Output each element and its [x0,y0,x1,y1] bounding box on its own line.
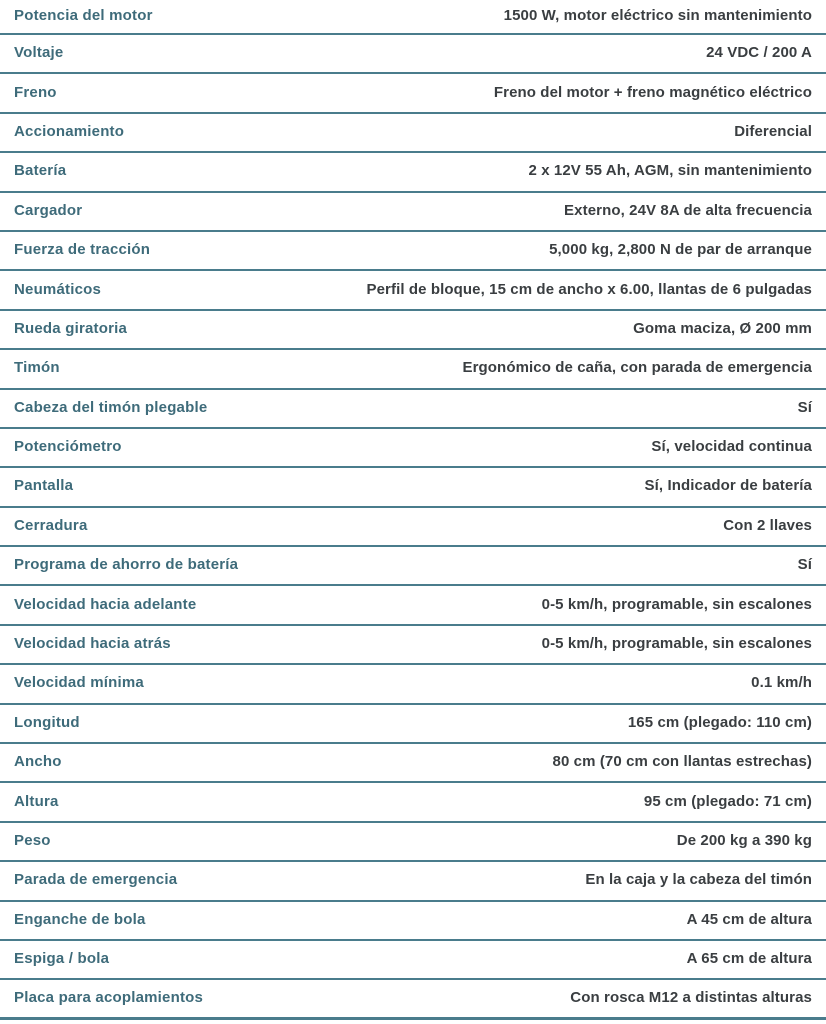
spec-row: Parada de emergencia En la caja y la cabe… [0,862,826,902]
spec-value: Sí [797,556,812,574]
spec-label: Enganche de bola [14,910,146,928]
spec-row: Enganche de bola A 45 cm de altura [0,902,826,941]
spec-label: Placa para acoplamientos [14,989,204,1007]
spec-label: Longitud [14,713,80,731]
spec-value: 0.1 km/h [751,674,812,692]
spec-row: Longitud 165 cm (plegado: 110 cm) [0,705,826,745]
spec-value: 24 VDC / 200 A [706,44,812,62]
spec-label: Velocidad hacia adelante [14,595,197,613]
spec-label: Programa de ahorro de batería [14,556,239,574]
spec-value: 0-5 km/h, programable, sin escalones [541,595,812,613]
spec-row: Velocidad hacia atrás 0-5 km/h, programab… [0,626,826,666]
spec-label: Pantalla [14,477,74,495]
spec-label: Altura [14,792,59,810]
spec-label: Velocidad mínima [14,674,144,692]
spec-row: Accionamiento Diferencial [0,114,826,154]
spec-label: Velocidad hacia atrás [14,635,171,653]
spec-row: Cargador Externo, 24V 8A de alta frecuenc… [0,193,826,232]
spec-label: Neumáticos [14,280,102,298]
spec-label: Espiga / bola [14,950,110,968]
spec-row: Placa para acoplamientos Con rosca M12 a … [0,980,826,1020]
spec-row: Batería 2 x 12V 55 Ah, AGM, sin mantenimi… [0,153,826,193]
spec-value: 5,000 kg, 2,800 N de par de arranque [549,241,812,259]
spec-row: Programa de ahorro de batería Sí [0,547,826,587]
spec-label: Batería [14,162,67,180]
spec-row: Peso De 200 kg a 390 kg [0,823,826,863]
spec-row: Cerradura Con 2 llaves [0,508,826,548]
spec-label: Peso [14,832,51,849]
spec-row: Velocidad hacia adelante 0-5 km/h, progra… [0,586,826,626]
spec-label: Parada de emergencia [14,871,178,889]
spec-row: Ancho 80 cm (70 cm con llantas estrechas) [0,744,826,784]
spec-row: Pantalla Sí, Indicador de batería [0,468,826,508]
spec-value: En la caja y la cabeza del timón [585,871,812,889]
spec-row: Fuerza de tracción 5,000 kg, 2,800 N de p… [0,232,826,272]
spec-value: 0-5 km/h, programable, sin escalones [541,635,812,653]
spec-value: 165 cm (plegado: 110 cm) [627,713,812,731]
spec-label: Freno [14,83,57,101]
spec-row: Voltaje 24 VDC / 200 A [0,35,826,75]
spec-row: Timón Ergonómico de caña, con parada de e… [0,350,826,390]
spec-label: Ancho [14,753,62,771]
spec-value: Con 2 llaves [723,516,812,534]
spec-value: Sí, velocidad continua [651,438,812,456]
spec-row: Espiga / bola A 65 cm de altura [0,941,826,981]
spec-value: A 45 cm de altura [686,910,812,928]
spec-row: Rueda giratoria Goma maciza, Ø 200 mm [0,311,826,351]
spec-label: Potencia del motor [14,7,153,24]
spec-row: Neumáticos Perfil de bloque, 15 cm de anc… [0,271,826,311]
spec-value: De 200 kg a 390 kg [676,832,812,849]
spec-label: Cabeza del timón plegable [14,398,208,416]
spec-label: Cargador [14,201,83,219]
spec-value: 95 cm (plegado: 71 cm) [643,792,812,810]
spec-value: 80 cm (70 cm con llantas estrechas) [552,753,812,771]
spec-value: Externo, 24V 8A de alta frecuencia [564,201,812,219]
spec-value: A 65 cm de altura [686,950,812,968]
spec-label: Rueda giratoria [14,319,128,337]
spec-value: Sí [797,398,812,416]
spec-value: Diferencial [734,122,812,140]
spec-value: Perfil de bloque, 15 cm de ancho x 6.00,… [366,280,812,298]
spec-row: Potencia del motor 1500 W, motor eléctric… [0,0,826,35]
spec-value: 1500 W, motor eléctrico sin mantenimient… [503,7,812,24]
spec-label: Cerradura [14,516,88,534]
spec-value: Ergonómico de caña, con parada de emerge… [462,359,812,377]
spec-row: Freno Freno del motor + freno magnético e… [0,74,826,114]
spec-row: Altura 95 cm (plegado: 71 cm) [0,783,826,823]
spec-row: Velocidad mínima 0.1 km/h [0,665,826,705]
spec-value: Con rosca M12 a distintas alturas [570,989,812,1007]
spec-label: Timón [14,359,60,377]
spec-label: Voltaje [14,44,64,62]
spec-value: Freno del motor + freno magnético eléctr… [493,83,812,101]
spec-row: Cabeza del timón plegable Sí [0,390,826,429]
spec-value: 2 x 12V 55 Ah, AGM, sin mantenimiento [528,162,812,180]
spec-value: Sí, Indicador de batería [644,477,812,495]
spec-label: Potenciómetro [14,438,122,456]
spec-row: Potenciómetro Sí, velocidad continua [0,429,826,469]
spec-label: Accionamiento [14,122,125,140]
spec-label: Fuerza de tracción [14,241,151,259]
spec-value: Goma maciza, Ø 200 mm [633,319,812,337]
